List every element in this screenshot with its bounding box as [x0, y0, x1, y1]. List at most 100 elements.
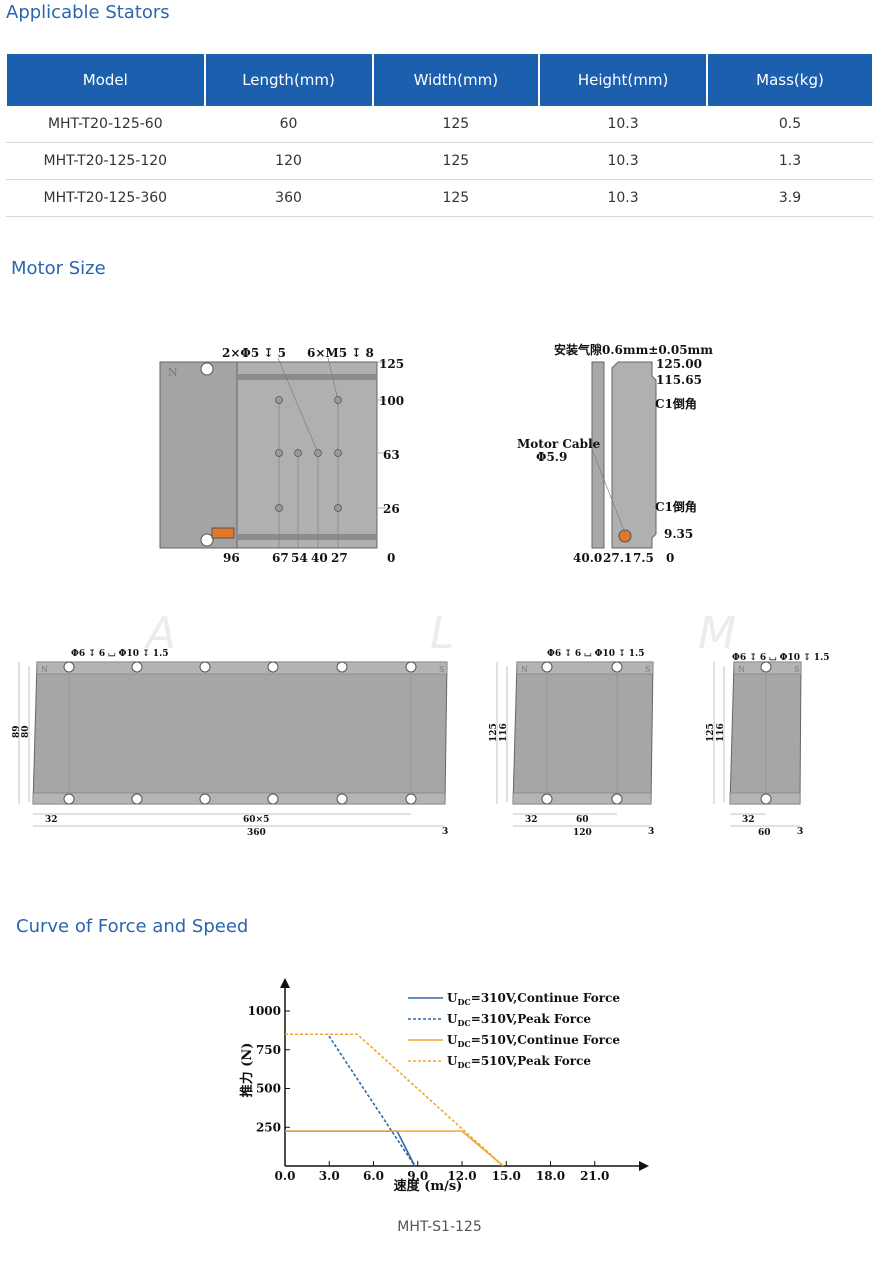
- watermark-l: L: [430, 608, 455, 659]
- stator-360-n: N: [41, 665, 48, 674]
- stator-120-h-inner: 116: [499, 723, 509, 742]
- dim-x-7-5: 7.5: [633, 551, 654, 565]
- header-height: Height(mm): [538, 54, 708, 106]
- stator-120-drawing: Φ6 ↧ 6 ⌴ Φ10 ↧ 1.5 125 116 32 60 120 3 N…: [489, 649, 654, 838]
- motor-side-view-drawing: 安装气隙0.6mm±0.05mm 125.00 115.65 C1倒角 Moto…: [517, 342, 713, 565]
- stator-360-drawing: Φ6 ↧ 6 ⌴ Φ10 ↧ 1.5 89 80 32 60×5 360 3 N…: [12, 649, 448, 838]
- cell-length: 60: [204, 106, 373, 143]
- stator-360-h-outer: 89: [12, 725, 22, 738]
- series-line: [285, 1033, 504, 1167]
- stator-60-s: S: [794, 665, 799, 674]
- stator-120-edge: 32: [525, 815, 538, 825]
- x-axis-arrow: [639, 1161, 649, 1171]
- legend-label: UDC=310V,Peak Force: [447, 1012, 591, 1028]
- x-tick-label: 6.0: [363, 1169, 384, 1183]
- watermark-a: A: [146, 608, 177, 659]
- stator-60-length: 60: [758, 828, 771, 838]
- x-tick-label: 15.0: [492, 1169, 521, 1183]
- dim-x-96: 96: [223, 551, 240, 565]
- figure-caption: MHT-S1-125: [397, 1219, 482, 1235]
- cell-width: 125: [372, 142, 540, 180]
- chamfer-bottom-label: C1倒角: [655, 499, 697, 514]
- stator-60-drawing: Φ6 ↧ 6 ⌴ Φ10 ↧ 1.5 125 116 32 60 3 N S: [706, 653, 829, 838]
- stator-360-h-inner: 80: [21, 725, 31, 738]
- dim-x-54: 54: [291, 551, 308, 565]
- legend-label: UDC=510V,Continue Force: [447, 1033, 620, 1049]
- cell-model: MHT-T20-125-60: [6, 106, 205, 143]
- stator-360-holes: Φ6 ↧ 6 ⌴ Φ10 ↧ 1.5: [71, 649, 168, 659]
- series-line: [285, 1033, 416, 1167]
- stator-60-holes: Φ6 ↧ 6 ⌴ Φ10 ↧ 1.5: [732, 653, 829, 663]
- watermark-m: M: [698, 608, 736, 659]
- x-tick-label: 12.0: [447, 1169, 476, 1183]
- cell-mass: 0.5: [707, 106, 873, 143]
- stator-60-edge: 32: [742, 815, 755, 825]
- stator-60-end: 3: [797, 827, 803, 837]
- stator-120-pitch: 60: [576, 815, 589, 825]
- stator-360-pitch: 60×5: [243, 815, 269, 825]
- stator-120-length: 120: [573, 828, 592, 838]
- dim-y-26: 26: [383, 502, 400, 516]
- y-tick-label: 500: [256, 1082, 281, 1096]
- dim-y-100: 100: [379, 394, 404, 408]
- dim-x-27-1: 27.1: [603, 551, 632, 565]
- stator-360-s: S: [439, 665, 444, 674]
- y-tick-label: 1000: [248, 1004, 281, 1018]
- curve-section-title: Curve of Force and Speed: [16, 916, 249, 937]
- stator-360-end: 3: [442, 827, 448, 837]
- stators-section-title: Applicable Stators: [6, 2, 170, 23]
- header-model: Model: [5, 54, 206, 106]
- dim-125-00: 125.00: [656, 357, 702, 371]
- y-tick-label: 750: [256, 1043, 281, 1057]
- chart-xlabel: 速度 (m/s): [394, 1178, 463, 1194]
- table-row: MHT-T20-125-120 120 125 10.3 1.3: [6, 142, 873, 180]
- stator-60-h-outer: 125: [706, 723, 716, 742]
- dim-y-125: 125: [379, 357, 404, 371]
- x-tick-label: 9.0: [407, 1169, 428, 1183]
- dim-115-65: 115.65: [656, 373, 702, 387]
- cell-model: MHT-T20-125-360: [6, 179, 205, 217]
- dim-y-0: 0: [387, 551, 395, 565]
- motor-cable-label: Motor Cable: [517, 437, 601, 451]
- x-tick-label: 21.0: [580, 1169, 609, 1183]
- cell-model: MHT-T20-125-120: [6, 142, 205, 180]
- motor-size-section-title: Motor Size: [11, 258, 106, 279]
- header-width: Width(mm): [371, 54, 541, 106]
- table-row: MHT-T20-125-360 360 125 10.3 3.9: [6, 179, 873, 217]
- x-tick-label: 18.0: [536, 1169, 565, 1183]
- dim-x-40: 40.0: [573, 551, 602, 565]
- y-tick-label: 250: [256, 1120, 281, 1134]
- cell-height: 10.3: [539, 106, 707, 143]
- cell-length: 360: [204, 179, 373, 217]
- stator-120-n: N: [521, 665, 528, 674]
- legend-label: UDC=310V,Continue Force: [447, 991, 620, 1007]
- dim-x-40: 40: [311, 551, 328, 565]
- cell-length: 120: [204, 142, 373, 180]
- chamfer-top-label: C1倒角: [655, 396, 697, 411]
- y-axis-arrow: [280, 978, 290, 988]
- stator-120-holes: Φ6 ↧ 6 ⌴ Φ10 ↧ 1.5: [547, 649, 644, 659]
- stator-120-end: 3: [648, 827, 654, 837]
- stator-120-s: S: [645, 665, 650, 674]
- cell-mass: 1.3: [707, 142, 873, 180]
- cell-mass: 3.9: [707, 179, 873, 217]
- dim-x-67: 67: [272, 551, 289, 565]
- stator-60-h-inner: 116: [716, 723, 726, 742]
- chart-ylabel: 推力 (N): [239, 1043, 255, 1098]
- dim-9-35: 9.35: [664, 527, 693, 541]
- dim-side-0: 0: [666, 551, 674, 565]
- pole-n-label: N: [168, 366, 178, 379]
- dim-x-27: 27: [331, 551, 348, 565]
- x-tick-label: 3.0: [319, 1169, 340, 1183]
- cell-width: 125: [372, 106, 540, 143]
- cell-width: 125: [372, 179, 540, 217]
- header-mass: Mass(kg): [706, 54, 874, 106]
- force-speed-chart: 0.0 3.0 6.0 9.0 12.0 15.0 18.0 21.0 250 500 750 100…: [239, 978, 649, 1194]
- dim-y-63: 63: [383, 448, 400, 462]
- stator-120-h-outer: 125: [489, 723, 499, 742]
- series-line: [285, 1130, 504, 1167]
- air-gap-label: 安装气隙0.6mm±0.05mm: [554, 342, 713, 357]
- legend-label: UDC=510V,Peak Force: [447, 1054, 591, 1070]
- motor-cable-dia: Φ5.9: [536, 450, 567, 464]
- cell-height: 10.3: [539, 179, 707, 217]
